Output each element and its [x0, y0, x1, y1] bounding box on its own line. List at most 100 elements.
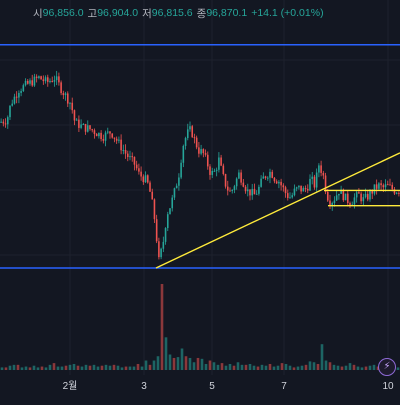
candle-body-117	[260, 178, 262, 187]
candle-body-170	[378, 183, 380, 189]
candle-body-60	[133, 156, 136, 165]
candle-body-88	[195, 137, 198, 148]
candle-body-125	[278, 181, 280, 184]
volume-bar-12	[48, 364, 52, 370]
volume-bar-18	[72, 363, 76, 370]
candle-body-122	[271, 171, 274, 178]
lightning-icon[interactable]: ⚡	[378, 358, 396, 376]
candle-body-173	[384, 184, 387, 188]
volume-bar-58	[232, 365, 236, 370]
candle-body-158	[351, 204, 354, 206]
candle-body-147	[326, 191, 329, 201]
volume-bar-9	[36, 367, 40, 370]
volume-bar-37	[148, 364, 152, 370]
candle-body-21	[46, 77, 49, 82]
candle-body-163	[362, 197, 365, 202]
candle-body-175	[389, 184, 391, 186]
candle-body-165	[366, 193, 369, 200]
candle-body-142	[315, 172, 318, 188]
candle-body-79	[175, 185, 178, 189]
candle-body-36	[80, 124, 82, 128]
candle-body-93	[206, 154, 209, 167]
candle-body-9	[20, 91, 22, 93]
candle-body-38	[84, 124, 87, 132]
candle-body-123	[273, 177, 276, 182]
candle-body-155	[344, 193, 347, 201]
candle-body-50	[111, 133, 114, 138]
candle-body-162	[360, 193, 362, 202]
candle-body-24	[53, 80, 56, 82]
volume-bar-88	[352, 364, 356, 370]
volume-bar-78	[312, 362, 316, 370]
volume-bar-51	[204, 363, 208, 370]
candle-body-57	[126, 153, 129, 158]
volume-bar-56	[224, 365, 228, 370]
candle-body-1	[2, 121, 5, 124]
volume-bar-1	[4, 367, 8, 370]
volume-bar-32	[128, 366, 132, 370]
candle-body-32	[71, 102, 74, 111]
open-label: 시	[33, 7, 43, 20]
volume-bar-33	[132, 366, 136, 370]
ohlc-legend: 시 96,856.0 고 96,904.0 저 96,815.6 종 96,87…	[0, 6, 324, 20]
volume-bar-21	[84, 364, 88, 370]
volume-bar-0	[0, 367, 4, 370]
candle-body-8	[18, 92, 20, 98]
volume-bar-29	[116, 365, 120, 370]
candle-body-51	[113, 137, 116, 139]
volume-bar-70	[280, 363, 284, 370]
volume-bar-77	[308, 361, 312, 370]
candle-body-42	[93, 130, 96, 134]
candle-body-169	[375, 184, 378, 189]
candle-body-84	[186, 129, 189, 139]
volume-bar-84	[336, 365, 340, 370]
change-value: +14.1 (+0.01%)	[251, 7, 324, 19]
candle-body-5	[11, 103, 14, 106]
candle-body-76	[169, 208, 171, 215]
candle-body-126	[280, 181, 282, 186]
candle-body-105	[233, 186, 236, 191]
candle-body-66	[146, 175, 149, 183]
volume-bar-54	[216, 364, 220, 370]
candle-body-131	[291, 195, 294, 198]
candle-body-48	[106, 131, 109, 133]
candle-body-75	[166, 214, 169, 229]
candle-body-34	[75, 119, 78, 121]
volume-bar-30	[120, 367, 124, 370]
candle-body-25	[55, 76, 58, 81]
low-value: 96,815.6	[151, 7, 193, 19]
candle-body-129	[286, 193, 289, 198]
volume-bar-85	[340, 366, 344, 370]
candle-body-108	[240, 172, 242, 183]
volume-bar-65	[260, 364, 264, 370]
candle-body-53	[118, 139, 120, 141]
candle-body-7	[15, 96, 18, 98]
candle-body-112	[249, 189, 251, 196]
candle-body-91	[202, 149, 205, 154]
x-tick-label-4: 10	[382, 381, 394, 392]
candle-body-64	[142, 176, 145, 183]
candle-body-113	[251, 188, 254, 196]
candle-body-58	[129, 156, 131, 158]
candles	[0, 70, 400, 260]
candle-body-138	[306, 188, 309, 191]
candle-body-151	[335, 195, 338, 201]
candle-body-70	[155, 219, 158, 242]
volume-bar-60	[240, 364, 244, 370]
candle-body-106	[235, 178, 238, 187]
candle-body-176	[391, 184, 394, 190]
candle-body-107	[238, 172, 240, 179]
candle-body-118	[262, 176, 265, 179]
candle-body-31	[69, 102, 71, 104]
candle-body-37	[82, 124, 85, 126]
drawings	[0, 44, 400, 269]
volume-bar-59	[236, 362, 240, 370]
candle-body-97	[215, 169, 218, 171]
candle-body-23	[51, 80, 54, 82]
volume-bar-6	[24, 366, 28, 370]
volume-bar-82	[328, 362, 332, 370]
candle-body-168	[373, 184, 376, 194]
candle-body-96	[213, 170, 216, 172]
